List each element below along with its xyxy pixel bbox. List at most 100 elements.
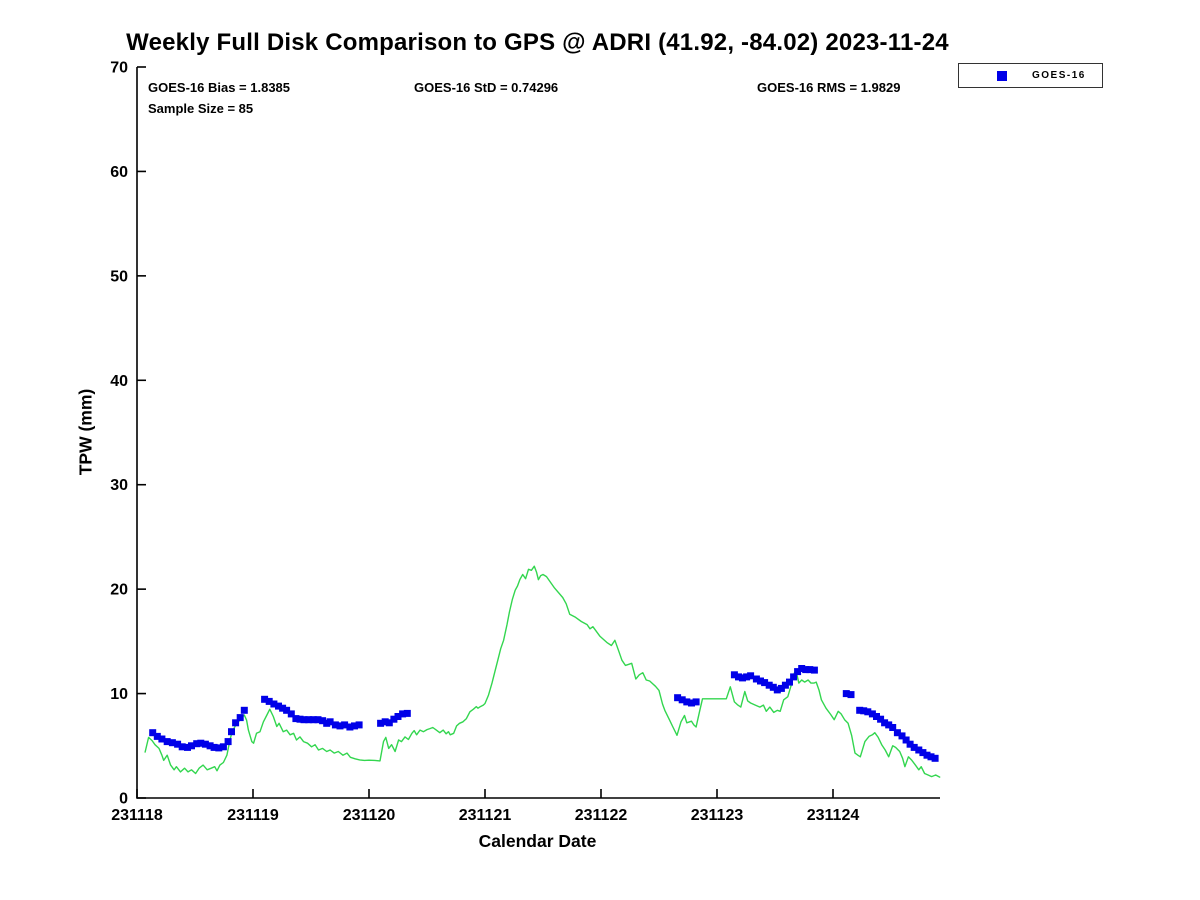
goes16-marker	[399, 710, 407, 718]
goes16-marker	[283, 706, 291, 714]
x-tick-label: 231121	[459, 807, 512, 824]
y-tick-label: 20	[110, 582, 128, 599]
goes16-marker	[279, 704, 287, 712]
goes16-marker	[149, 729, 157, 737]
goes16-marker	[860, 707, 868, 715]
goes16-marker	[206, 742, 214, 750]
goes16-marker	[739, 674, 746, 682]
goes16-marker	[390, 715, 398, 723]
goes16-marker	[309, 716, 317, 724]
stat-sample-size: Sample Size = 85	[148, 101, 254, 116]
goes16-marker	[184, 743, 191, 751]
goes16-marker	[314, 716, 322, 724]
x-tick-label: 231124	[807, 807, 860, 824]
goes16-marker	[678, 696, 686, 704]
goes16-marker	[881, 719, 889, 727]
goes16-marker	[261, 695, 269, 703]
goes16-marker	[331, 721, 339, 729]
goes16-marker	[215, 744, 223, 752]
goes16-marker	[735, 673, 742, 681]
goes16-marker	[927, 753, 935, 761]
y-tick-label: 10	[110, 686, 128, 703]
goes16-marker	[757, 677, 764, 685]
goes16-marker	[319, 717, 327, 725]
goes16-marker	[752, 675, 760, 683]
goes16-marker	[893, 729, 901, 737]
y-tick-label: 0	[119, 791, 128, 808]
goes16-marker	[873, 713, 880, 720]
goes16-marker	[168, 739, 176, 747]
goes16-marker	[341, 721, 349, 729]
goes16-marker	[794, 668, 802, 676]
goes16-marker	[153, 732, 161, 740]
goes16-marker	[178, 743, 186, 751]
goes16-marker	[781, 681, 789, 689]
goes16-marker	[730, 671, 738, 679]
goes16-marker	[377, 719, 385, 727]
goes16-marker	[919, 749, 927, 757]
goes16-marker	[906, 740, 914, 748]
goes16-marker	[868, 710, 876, 718]
goes16-marker	[163, 738, 171, 746]
goes16-marker	[287, 710, 295, 718]
goes16-marker	[336, 722, 344, 730]
goes16-marker	[228, 728, 235, 736]
goes16-marker	[240, 706, 248, 714]
goes16-marker	[847, 691, 855, 699]
goes16-marker	[265, 697, 273, 705]
goes16-marker	[842, 690, 850, 698]
goes16-marker	[351, 722, 358, 730]
goes16-marker	[802, 666, 810, 674]
stat-std: GOES-16 StD = 0.74296	[414, 80, 559, 95]
goes16-marker	[197, 739, 205, 747]
goes16-marker	[688, 699, 695, 707]
goes16-marker	[275, 702, 282, 710]
goes16-marker	[790, 673, 798, 681]
goes16-marker	[692, 698, 700, 706]
goes16-marker	[864, 708, 872, 716]
goes16-marker	[270, 700, 278, 708]
goes16-marker	[915, 746, 923, 754]
y-tick-label: 60	[110, 164, 128, 181]
goes16-marker	[300, 716, 308, 724]
x-tick-label: 231123	[691, 807, 744, 824]
goes16-marker	[210, 743, 218, 751]
goes16-marker	[885, 721, 893, 729]
goes16-marker	[806, 666, 814, 674]
goes16-marker	[193, 740, 201, 748]
goes16-marker	[326, 718, 334, 726]
y-tick-label: 40	[110, 373, 128, 390]
x-tick-label: 231120	[343, 807, 396, 824]
x-tick-label: 231118	[111, 807, 163, 824]
x-tick-label: 231122	[575, 807, 628, 824]
goes16-marker	[346, 723, 354, 731]
goes16-marker	[747, 672, 755, 680]
goes16-marker	[158, 735, 166, 743]
gps-line	[144, 565, 941, 778]
goes16-marker	[765, 681, 773, 689]
goes16-marker	[394, 713, 402, 720]
goes16-marker	[385, 719, 393, 727]
goes16-marker	[769, 683, 777, 691]
goes16-marker	[674, 694, 682, 702]
goes16-marker	[889, 724, 897, 731]
goes16-marker	[224, 738, 232, 746]
goes16-marker	[761, 679, 769, 687]
goes16-marker	[219, 743, 227, 751]
goes16-marker	[856, 706, 864, 714]
goes16-marker	[381, 718, 389, 726]
y-tick-label: 30	[110, 477, 128, 494]
legend-label: GOES-16	[1032, 70, 1086, 81]
goes16-marker	[910, 743, 918, 751]
goes16-marker	[683, 698, 691, 706]
goes16-marker	[174, 740, 182, 748]
legend-square-marker-icon	[997, 70, 1007, 81]
goes16-marker	[355, 721, 363, 729]
y-tick-label: 70	[110, 60, 128, 77]
goes16-marker	[188, 742, 195, 750]
stat-rms: GOES-16 RMS = 1.9829	[757, 80, 901, 95]
goes16-marker	[902, 736, 910, 744]
stat-bias: GOES-16 Bias = 1.8385	[148, 80, 291, 95]
